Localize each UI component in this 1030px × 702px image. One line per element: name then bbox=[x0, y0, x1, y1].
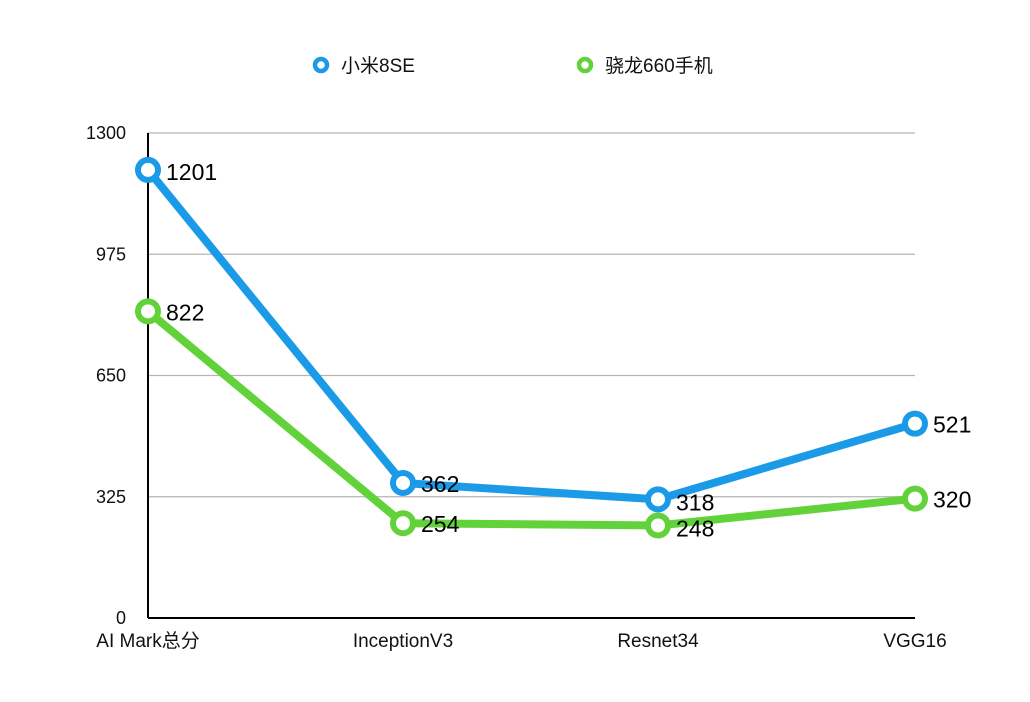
series-line bbox=[144, 165, 919, 504]
data-point bbox=[390, 510, 416, 537]
chart-series bbox=[135, 156, 928, 539]
x-tick-label: AI Mark总分 bbox=[96, 630, 199, 652]
data-label: 320 bbox=[933, 487, 971, 513]
data-point bbox=[902, 410, 928, 437]
data-point bbox=[645, 512, 671, 539]
legend-label: 骁龙660手机 bbox=[605, 55, 713, 77]
data-label: 822 bbox=[166, 299, 204, 325]
y-tick-label: 975 bbox=[96, 244, 126, 264]
x-axis: AI Mark总分 InceptionV3 Resnet34 VGG16 bbox=[96, 617, 947, 652]
y-tick-label: 1300 bbox=[86, 123, 126, 143]
legend-marker bbox=[576, 56, 594, 74]
data-label: 254 bbox=[421, 511, 460, 537]
y-tick-label: 325 bbox=[96, 487, 126, 507]
legend-label: 小米8SE bbox=[341, 55, 415, 77]
series-line bbox=[144, 307, 919, 530]
data-point bbox=[390, 469, 416, 496]
x-tick-label: InceptionV3 bbox=[353, 631, 453, 652]
x-tick-label: VGG16 bbox=[883, 631, 946, 652]
data-label: 1201 bbox=[166, 159, 217, 185]
data-point bbox=[135, 298, 161, 325]
data-point bbox=[135, 156, 161, 183]
data-labels: 822 254 248 320 1201 362 318 521 bbox=[166, 159, 971, 542]
data-point bbox=[902, 485, 928, 512]
data-label: 362 bbox=[421, 471, 459, 497]
chart-legend: 小米8SE 骁龙660手机 bbox=[312, 55, 713, 77]
x-tick-label: Resnet34 bbox=[617, 631, 699, 652]
chart-gridlines bbox=[148, 132, 915, 498]
y-tick-label: 650 bbox=[96, 366, 126, 386]
data-label: 521 bbox=[933, 412, 971, 438]
data-point bbox=[645, 486, 671, 513]
y-axis: 0 325 650 975 1300 bbox=[86, 123, 149, 628]
y-tick-label: 0 bbox=[116, 608, 126, 628]
legend-marker bbox=[312, 56, 330, 74]
data-label: 318 bbox=[676, 489, 714, 515]
data-label: 248 bbox=[676, 515, 714, 541]
